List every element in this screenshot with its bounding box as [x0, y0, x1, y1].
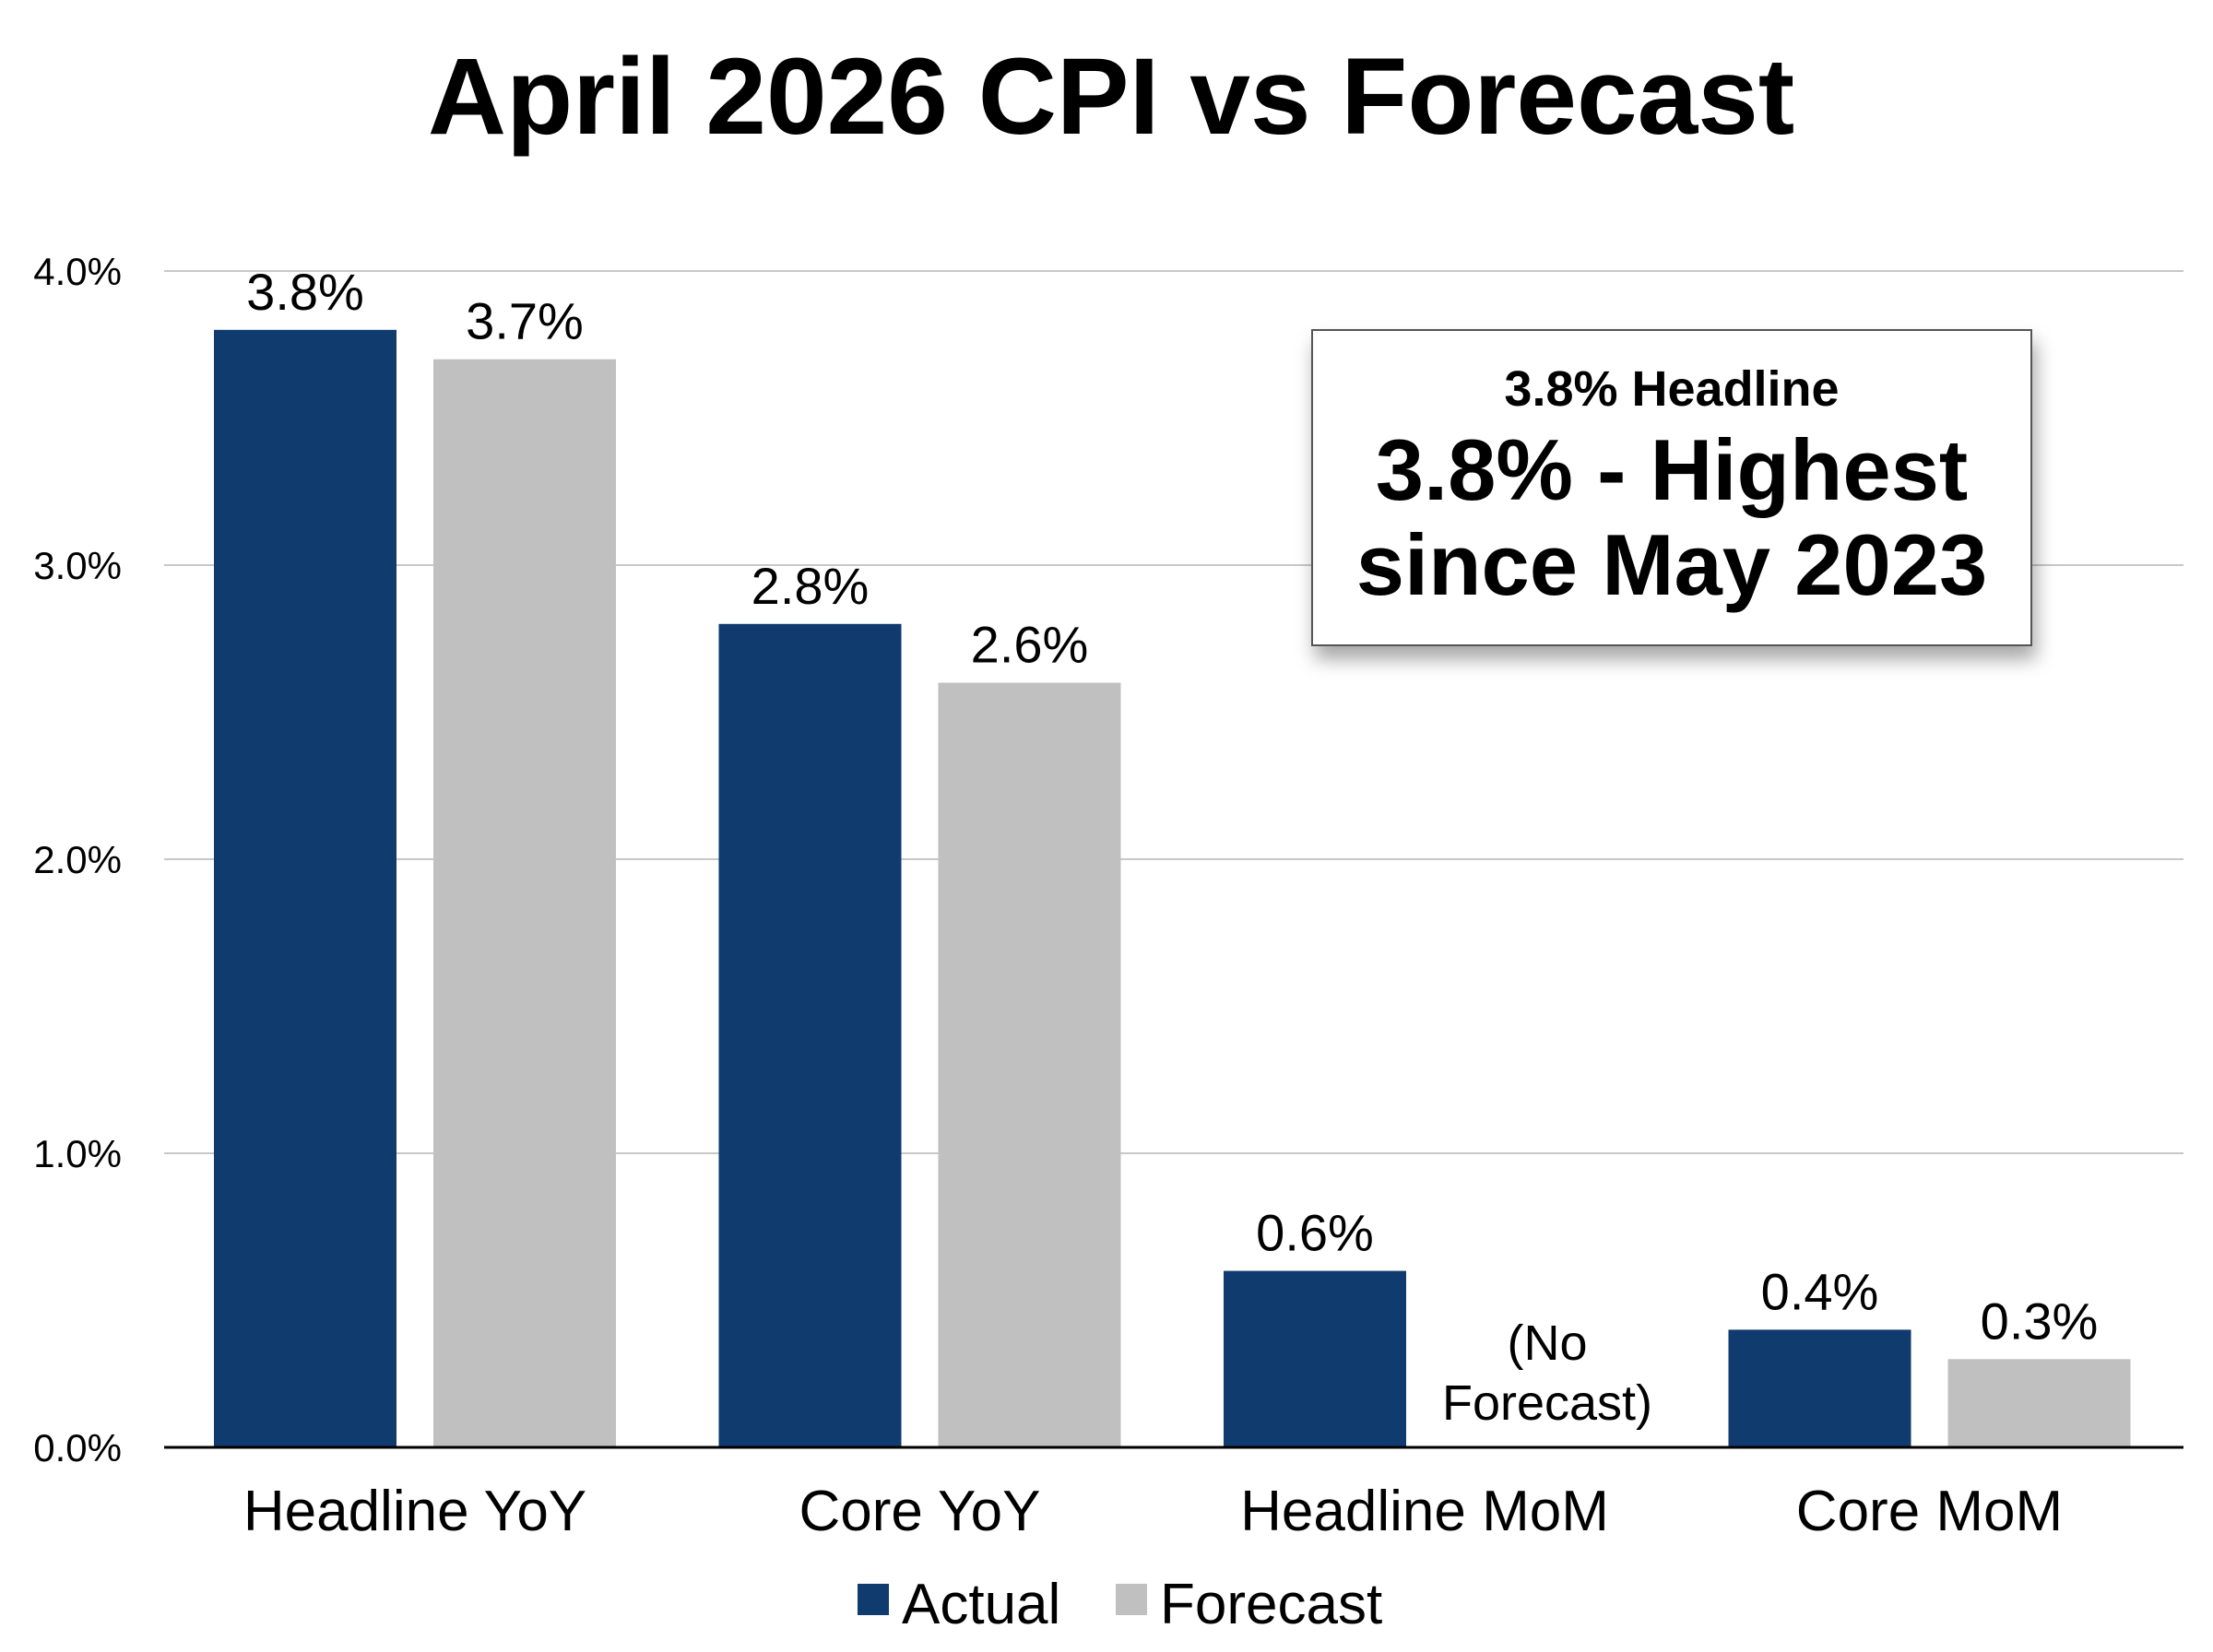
bar-actual	[1728, 1329, 1911, 1447]
data-label-actual: 0.4%	[1761, 1262, 1879, 1320]
bar-actual	[214, 329, 396, 1447]
data-labels: 3.8% 3.7% 2.8% 2.6% 0.6% 0.4% 0.3%	[246, 263, 2098, 1351]
bar-actual	[1224, 1270, 1406, 1447]
y-tick-label: 4.0%	[33, 250, 122, 293]
data-label-actual: 2.8%	[751, 557, 870, 615]
bars	[214, 329, 2131, 1448]
bar-actual	[718, 623, 902, 1447]
y-tick-label: 0.0%	[33, 1426, 122, 1469]
legend-label-actual: Actual	[902, 1573, 1060, 1636]
y-axis-ticks: 0.0% 1.0% 2.0% 3.0% 4.0%	[33, 250, 122, 1469]
chart-title: April 2026 CPI vs Forecast	[428, 36, 1794, 158]
legend-swatch-forecast	[1116, 1584, 1147, 1615]
bar-forecast	[433, 359, 616, 1448]
bar-forecast	[1947, 1359, 2131, 1447]
annotation-line3: since May 2023	[1356, 516, 1988, 613]
no-forecast-label-line2: Forecast)	[1442, 1375, 1652, 1431]
no-forecast-label-line1: (No	[1507, 1316, 1587, 1371]
annotation-line2: 3.8% - Highest	[1376, 421, 1969, 518]
annotation-box-frame	[1311, 329, 2032, 646]
y-tick-label: 1.0%	[33, 1132, 122, 1175]
data-label-actual: 3.8%	[246, 263, 364, 321]
data-label-forecast: 3.7%	[466, 292, 584, 350]
x-category-label: Core YoY	[799, 1480, 1041, 1543]
bar-forecast	[938, 682, 1121, 1447]
data-label-forecast: 2.6%	[971, 616, 1089, 674]
legend-swatch-actual	[858, 1584, 889, 1615]
y-tick-label: 2.0%	[33, 838, 122, 881]
x-category-label: Headline YoY	[243, 1480, 586, 1543]
y-tick-label: 3.0%	[33, 544, 122, 587]
legend-label-forecast: Forecast	[1160, 1573, 1382, 1636]
data-label-actual: 0.6%	[1256, 1204, 1374, 1262]
annotation-line1: 3.8% Headline	[1504, 361, 1839, 417]
legend: Actual Forecast	[858, 1573, 1382, 1636]
category-labels: Headline YoY Core YoY Headline MoM Core MoM	[243, 1480, 2063, 1543]
annotation-box: 3.8% Headline 3.8% - Highest since May 2…	[1311, 329, 2032, 646]
x-category-label: Core MoM	[1796, 1480, 2063, 1543]
data-label-forecast: 0.3%	[1981, 1292, 2099, 1350]
x-category-label: Headline MoM	[1240, 1480, 1609, 1543]
